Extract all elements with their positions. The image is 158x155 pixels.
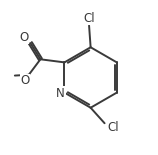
Text: N: N	[56, 87, 65, 100]
Text: O: O	[20, 31, 29, 44]
Text: Cl: Cl	[83, 12, 95, 25]
Text: Cl: Cl	[107, 121, 119, 134]
Text: O: O	[20, 74, 30, 87]
